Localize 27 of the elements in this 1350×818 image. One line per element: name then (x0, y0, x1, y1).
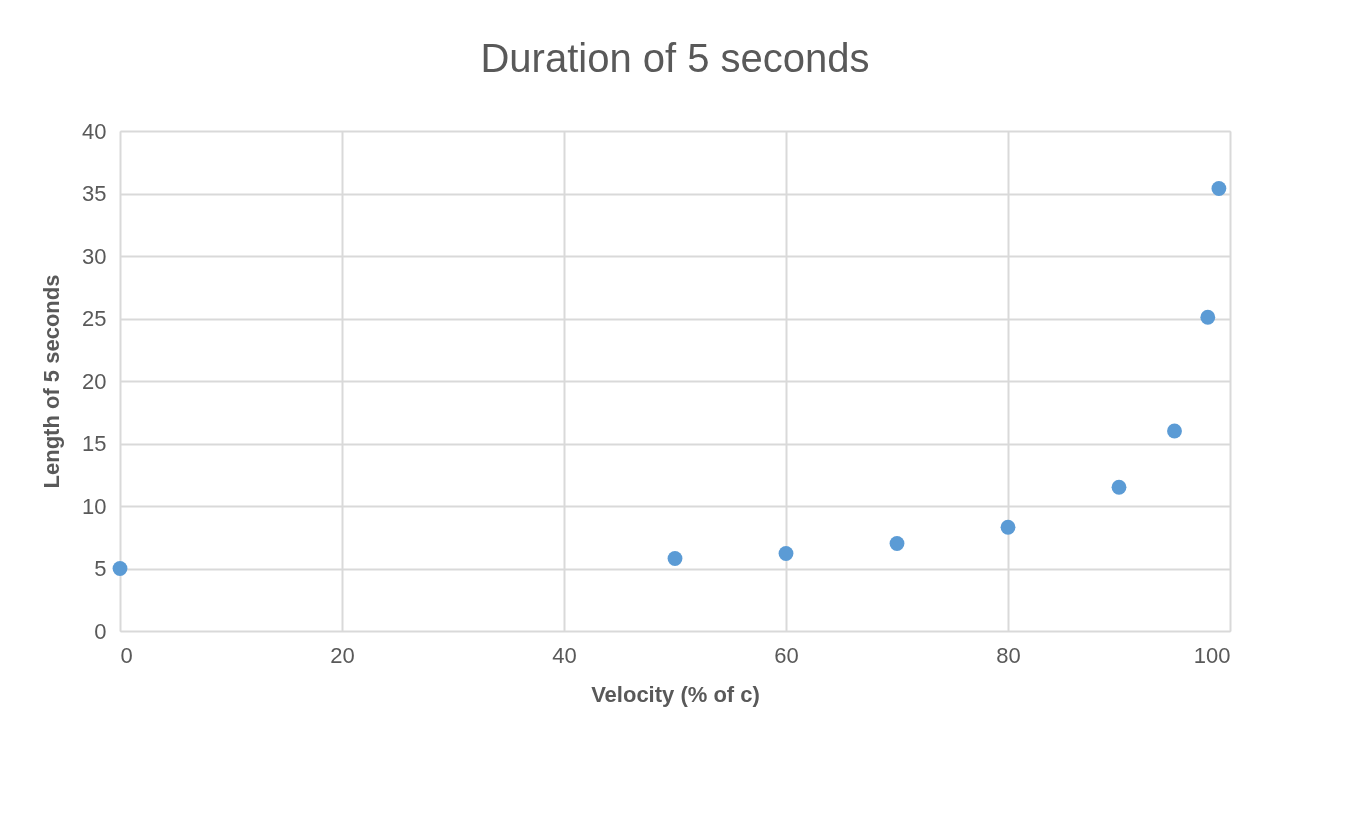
point (1167, 423, 1182, 439)
x-axis-title: Velocity (% of c) (591, 681, 760, 707)
y-tick-label: 25 (82, 306, 107, 331)
y-tick-label: 30 (82, 243, 107, 269)
point (667, 551, 683, 566)
y-tick-label: 35 (82, 181, 107, 206)
point (1200, 309, 1216, 325)
point (112, 561, 128, 576)
point (1000, 519, 1016, 535)
point (889, 536, 905, 551)
y-axis-title: Length of 5 seconds (39, 274, 65, 489)
x-tick-label: 0 (120, 642, 133, 668)
x-tick-label: 60 (774, 642, 799, 668)
point (1211, 181, 1227, 196)
chart-title: Duration of 5 seconds (480, 36, 870, 80)
y-tick-label: 5 (94, 556, 107, 581)
y-tick-label: 20 (82, 368, 107, 394)
x-tick-label: 80 (996, 642, 1021, 668)
point (1111, 479, 1127, 495)
x-tick-label: 100 (1193, 642, 1231, 668)
x-tick-label: 20 (330, 642, 355, 668)
y-tick-label: 0 (94, 618, 107, 644)
y-tick-label: 10 (82, 493, 107, 519)
point (778, 546, 794, 561)
y-tick-label: 15 (82, 431, 107, 456)
y-tick-label: 40 (82, 118, 107, 144)
x-tick-label: 40 (552, 642, 577, 668)
